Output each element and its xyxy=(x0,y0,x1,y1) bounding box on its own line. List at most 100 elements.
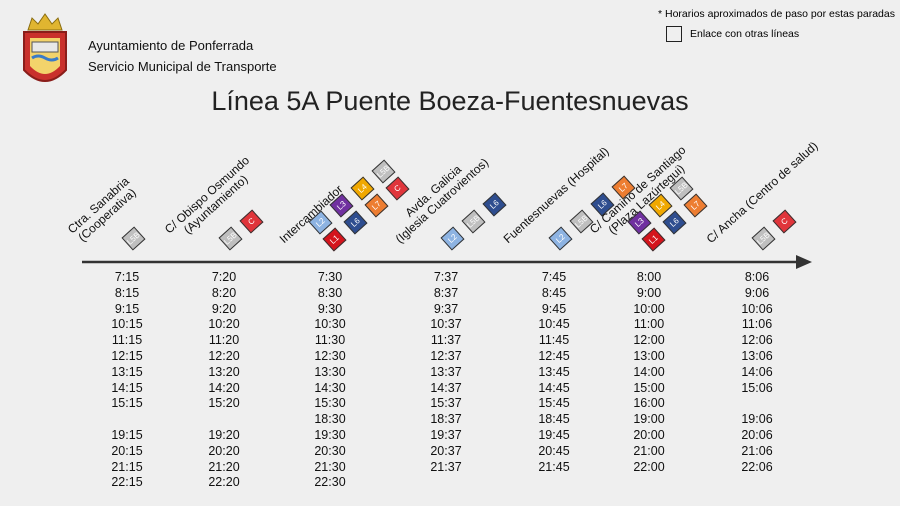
time: 20:45 xyxy=(538,443,570,458)
time: 22:15 xyxy=(111,475,143,490)
time: 22:00 xyxy=(633,459,665,474)
time: 15:45 xyxy=(538,396,570,411)
time: 21:06 xyxy=(741,443,773,458)
time: 11:00 xyxy=(633,317,665,332)
time: 13:45 xyxy=(538,364,570,379)
time: 11:20 xyxy=(208,333,240,348)
org: Ayuntamiento de Ponferrada xyxy=(88,38,254,53)
time: 12:15 xyxy=(111,349,143,363)
time: 22:30 xyxy=(314,475,346,490)
time: 15:37 xyxy=(430,396,462,411)
time: 13:30 xyxy=(314,364,346,379)
time: 20:20 xyxy=(208,443,240,458)
time: 14:37 xyxy=(430,380,462,395)
time: 20:06 xyxy=(741,428,773,442)
time: 10:15 xyxy=(111,317,143,332)
time: 12:20 xyxy=(208,349,240,363)
time: 8:20 xyxy=(211,285,237,300)
time: 21:20 xyxy=(208,459,240,474)
time: 10:06 xyxy=(741,301,773,316)
time: 12:37 xyxy=(430,349,462,363)
time: 19:30 xyxy=(314,428,346,442)
link-badge: L6 xyxy=(482,192,507,217)
time: 14:20 xyxy=(208,380,240,395)
time: 8:30 xyxy=(317,285,343,300)
time: 12:45 xyxy=(538,349,570,363)
link-badge: L2 xyxy=(440,226,465,251)
time: 19:00 xyxy=(633,412,665,427)
time: 15:20 xyxy=(208,396,240,411)
time: 11:37 xyxy=(430,333,462,348)
time: 8:00 xyxy=(636,270,662,284)
time: 15:06 xyxy=(741,380,773,395)
time: 19:37 xyxy=(430,428,462,442)
time: 9:00 xyxy=(636,285,662,300)
time: 21:00 xyxy=(633,443,665,458)
time: 10:00 xyxy=(633,301,665,316)
link-badge: L5B xyxy=(461,209,486,234)
time: 7:15 xyxy=(114,270,140,284)
link-badge: C xyxy=(385,176,410,201)
note: * Horarios aproximados de paso por estas… xyxy=(658,8,895,20)
link-badge: L4 xyxy=(350,176,375,201)
time: 15:30 xyxy=(314,396,346,411)
time: 8:15 xyxy=(114,285,140,300)
time: 7:45 xyxy=(541,270,567,284)
link-badge: L5B xyxy=(121,226,146,251)
time: 13:06 xyxy=(741,349,773,363)
time: 13:00 xyxy=(633,349,665,363)
time: 14:00 xyxy=(633,364,665,379)
time: 14:06 xyxy=(741,364,773,379)
time: 13:20 xyxy=(208,364,240,379)
time: 11:45 xyxy=(538,333,570,348)
time: 22:20 xyxy=(208,475,240,490)
time: 15:15 xyxy=(111,396,143,411)
link-badge: L7 xyxy=(683,193,708,218)
time: 8:06 xyxy=(744,270,770,284)
time: 14:45 xyxy=(538,380,570,395)
time: 11:15 xyxy=(111,333,143,348)
time: 12:30 xyxy=(314,349,346,363)
time: 7:30 xyxy=(317,270,343,284)
time: 13:15 xyxy=(111,364,143,379)
stop-name: C/ Obispo Osmundo (Ayuntamiento) xyxy=(161,153,261,246)
time: 20:00 xyxy=(633,428,665,442)
title: Línea 5A Puente Boeza-Fuentesnuevas xyxy=(211,86,689,116)
time: 9:15 xyxy=(114,301,140,316)
time: 19:20 xyxy=(208,428,240,442)
route-arrow xyxy=(82,255,812,269)
time: 20:37 xyxy=(430,443,462,458)
link-badge: C xyxy=(239,209,264,234)
link-badge: L1 xyxy=(322,227,347,252)
time: 19:15 xyxy=(111,428,143,442)
time: 10:30 xyxy=(314,317,346,332)
time: 15:00 xyxy=(633,380,665,395)
time: 16:00 xyxy=(633,396,665,411)
time: 22:06 xyxy=(741,459,773,474)
time: 19:06 xyxy=(741,412,773,427)
time: 10:20 xyxy=(208,317,240,332)
link-badge: L5B xyxy=(371,159,396,184)
time: 12:00 xyxy=(633,333,665,348)
link-badge: C xyxy=(772,209,797,234)
time: 11:06 xyxy=(741,317,773,332)
link-badge: L1 xyxy=(641,227,666,252)
time: 13:37 xyxy=(430,364,462,379)
time: 18:30 xyxy=(314,412,346,427)
time: 14:30 xyxy=(314,380,346,395)
time: 21:45 xyxy=(538,459,570,474)
stop-name-line: (Plaza Lazúrtegui) xyxy=(605,161,688,238)
time: 12:06 xyxy=(741,333,773,348)
time: 11:30 xyxy=(314,333,346,348)
time: 21:30 xyxy=(314,459,346,474)
link-badge: L6 xyxy=(343,210,368,235)
stop-name-line: C/ Obispo Osmundo xyxy=(161,153,253,237)
time: 7:37 xyxy=(433,270,459,284)
time: 9:45 xyxy=(541,301,567,316)
legend-box xyxy=(666,26,682,42)
legend: Enlace con otras líneas xyxy=(690,28,800,40)
time: 20:30 xyxy=(314,443,346,458)
time: 9:37 xyxy=(433,301,459,316)
link-badge: L5B xyxy=(218,226,243,251)
